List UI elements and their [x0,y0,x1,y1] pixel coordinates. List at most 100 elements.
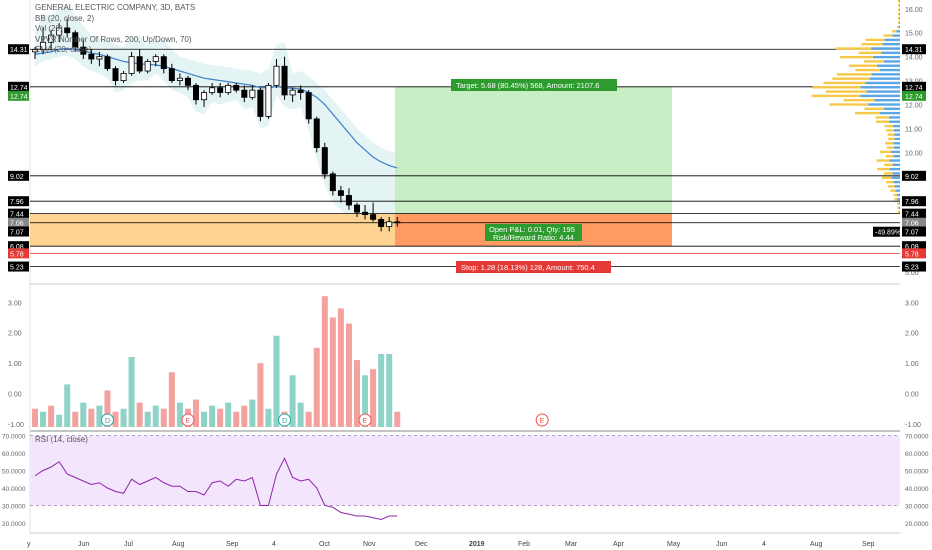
candle [209,87,216,93]
left-price-label: 5.23 [10,265,24,272]
candle [345,195,352,206]
vpvr-bar-up [877,167,890,171]
event-marker [358,413,372,427]
candle [313,118,320,148]
left-price-label-bg [8,248,29,259]
right-price-label-bg [902,261,926,272]
vpvr-bar-down [889,167,900,171]
vpvr-bar-down [889,159,900,162]
vpvr-bar-down [893,180,900,184]
vpvr-bar-down [860,86,900,89]
vpvr-bar-down [893,155,900,158]
legend-vol[interactable]: Vol (20) [35,24,63,33]
volume-bar [80,402,87,427]
vpvr-bar-down [892,163,900,167]
vpvr-bar-down [893,142,900,145]
vpvr-bar-up [893,193,898,197]
volume-bar [56,414,63,427]
left-price-label: 9.02 [10,174,24,181]
volume-bar [257,363,264,427]
vpvr-bar-up [832,77,870,80]
vpvr-bar-up [898,0,900,3]
vpvr-bar-up [898,8,900,11]
price-tick-label: 11.00 [905,126,922,133]
x-axis-label: May [667,541,681,548]
volume-bar [378,353,385,427]
vpvr-bar-down [883,107,900,111]
right-price-label-bg [902,241,926,252]
vpvr-bar-down [892,34,900,37]
vpvr-bar-down [889,120,900,123]
event-marker-label: D [282,418,287,425]
volume-bar [386,353,393,427]
left-price-label-bg [8,196,29,207]
vpvr-bar-up [888,185,895,188]
right-price-label: 12.74 [905,94,923,101]
vpvr-bar-down [899,211,900,214]
candle [72,32,79,48]
x-axis-label: Jun [716,541,727,548]
right-price-label-bg [902,208,926,219]
vpvr-bar-down [893,129,900,132]
legend-ema[interactable]: EMA (20, close) [35,45,92,54]
x-axis-label: Sep [862,541,875,548]
stop-label-bg [456,261,611,273]
candle [56,27,63,36]
left-price-label: 7.96 [10,199,24,206]
price-tick-label: 10.00 [905,150,923,157]
target-label: Target: 5.68 (80.45%) 568, Amount: 2107.… [456,81,599,90]
candle [48,34,55,43]
vpvr-bar-up [855,111,880,115]
volume-bar [136,402,143,427]
rsi-tick-label-left: 60.0000 [2,451,26,458]
vpvr-bar-down [866,90,900,93]
candle [176,77,183,81]
vpvr-bar-up [848,64,878,67]
x-axis-label: Aug [172,541,185,548]
event-marker [535,413,549,427]
volume-bar [176,402,183,427]
vpvr-bar-up [887,133,895,136]
volume-bar [329,317,336,427]
right-price-label-bg [902,81,926,92]
rsi-tick-label: 30.0000 [905,504,929,511]
volume-tick-label-left: 0.00 [8,392,22,399]
volume-bar [152,405,159,427]
target-label-group: Target: 5.68 (80.45%) 568, Amount: 2107.… [451,79,617,91]
volume-tick-label: -1.00 [905,422,921,429]
volume-bar [321,296,328,427]
volume-bar [297,402,304,427]
candle [160,56,167,70]
rsi-legend[interactable]: RSI (14, close) [35,435,88,444]
vpvr-bar-up [898,12,900,16]
legend-title: GENERAL ELECTRIC COMPANY, 3D, BATS [35,3,196,12]
legend-bb[interactable]: BB (20, close, 2) [35,13,95,23]
candle [64,27,71,34]
vpvr-bar-down [891,176,900,179]
volume-bar [354,360,360,427]
price-tick-label: 12.00 [905,103,923,110]
target-label-bg [451,79,617,91]
candle [386,221,393,227]
vpvr-bar-up [898,4,900,7]
candle [225,84,232,93]
right-price-label: 14.31 [905,47,923,54]
volume-bar [394,411,401,427]
vpvr-bar-down [894,137,900,141]
event-marker [181,413,195,427]
candle [104,56,111,70]
left-price-label-bg [8,241,29,252]
rsi-tick-label-left: 50.0000 [2,469,26,476]
vpvr-bar-down [891,150,900,154]
right-price-label: 6.08 [905,244,919,251]
vpvr-bar-down [895,189,900,192]
vpvr-bar-up [875,116,890,119]
vpvr-bar-up [886,146,895,149]
legend-vpvr[interactable]: VPVR Number Of Rows, 200, Up/Down, 70) [35,34,192,44]
vpvr-bar-up [858,51,882,55]
volume-bar [241,405,248,427]
vpvr-bar-up [891,30,897,33]
volume-bar [88,408,95,427]
candle [152,56,159,62]
